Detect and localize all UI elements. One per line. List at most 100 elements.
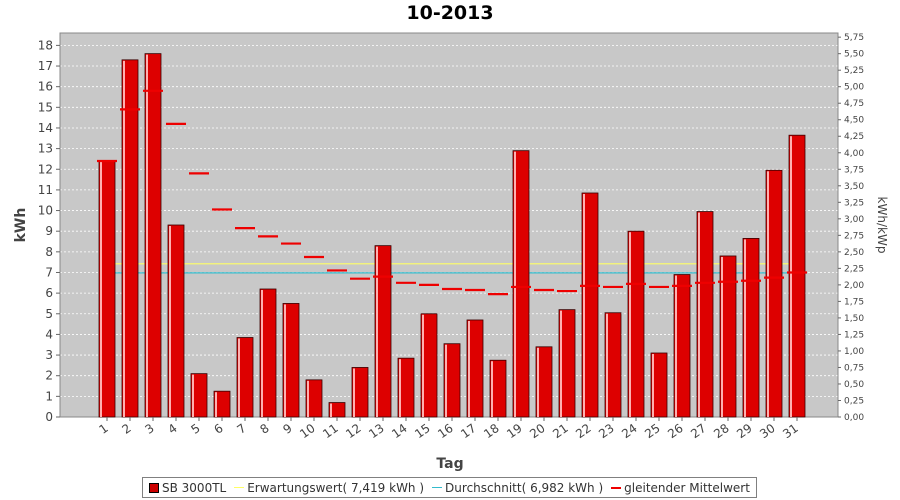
y2-tick-label: 2,25 — [844, 264, 864, 274]
x-tick-label: 26 — [665, 421, 686, 441]
y2-tick-label: 1,00 — [844, 347, 864, 357]
y2-tick-label: 2,00 — [844, 281, 864, 291]
y-tick-label: 7 — [45, 265, 53, 279]
x-tick-label: 10 — [297, 421, 318, 441]
y-axis-title: kWh — [13, 208, 29, 243]
y-tick-label: 1 — [45, 389, 53, 403]
x-tick-label: 8 — [257, 421, 271, 437]
x-tick-label: 24 — [619, 421, 640, 441]
x-tick-label: 19 — [504, 421, 525, 441]
x-tick-label: 16 — [435, 421, 456, 441]
y-tick-label: 9 — [45, 224, 53, 238]
bar-highlight — [169, 226, 171, 417]
y2-tick-label: 0,75 — [844, 363, 864, 373]
y-tick-label: 11 — [38, 183, 53, 197]
legend-label: SB 3000TL — [162, 480, 227, 495]
y2-tick-label: 5,25 — [844, 66, 864, 76]
x-tick-label: 14 — [389, 421, 410, 441]
x-tick-label: 2 — [119, 421, 133, 437]
y2-tick-label: 4,50 — [844, 116, 864, 126]
bar-highlight — [353, 368, 355, 417]
x-tick-label: 11 — [320, 421, 341, 441]
bar-highlight — [698, 212, 700, 417]
bar-highlight — [215, 392, 217, 417]
bar-highlight — [146, 54, 148, 417]
y-tick-label: 15 — [38, 100, 53, 114]
bar-highlight — [606, 313, 608, 417]
legend-item: SB 3000TL — [149, 481, 226, 495]
legend-label: Durchschnitt( 6,982 kWh ) — [445, 480, 604, 495]
chart-title: 10-2013 — [406, 2, 494, 24]
y-tick-label: 14 — [38, 121, 53, 135]
bar-highlight — [629, 232, 631, 417]
y2-tick-label: 5,75 — [844, 33, 864, 43]
bar-highlight — [261, 290, 263, 417]
x-tick-label: 27 — [688, 421, 709, 441]
bar-highlight — [330, 403, 332, 417]
y-tick-label: 8 — [45, 245, 53, 259]
x-tick-label: 18 — [481, 421, 502, 441]
y2-axis-title: kWh/kWp — [875, 197, 889, 254]
legend-swatch-line — [432, 487, 443, 488]
y2-tick-label: 2,50 — [844, 248, 864, 258]
x-tick-label: 13 — [366, 421, 387, 441]
y-tick-label: 12 — [38, 162, 53, 176]
y2-tick-label: 3,25 — [844, 198, 864, 208]
x-tick-label: 21 — [550, 421, 571, 441]
y-tick-label: 3 — [45, 348, 53, 362]
y-tick-label: 5 — [45, 307, 53, 321]
y2-tick-label: 1,50 — [844, 314, 864, 324]
legend-item: gleitender Mittelwert — [611, 481, 750, 495]
y2-tick-label: 3,00 — [844, 215, 864, 225]
bar-highlight — [307, 380, 309, 417]
y2-tick-label: 3,50 — [844, 182, 864, 192]
y2-tick-label: 5,00 — [844, 83, 864, 93]
legend-swatch-line — [234, 487, 245, 488]
x-tick-label: 22 — [573, 421, 594, 441]
bar-highlight — [652, 354, 654, 417]
y2-tick-label: 0,50 — [844, 380, 864, 390]
y2-tick-label: 4,25 — [844, 132, 864, 142]
x-tick-label: 3 — [142, 421, 156, 437]
bar-highlight — [721, 256, 723, 417]
y-tick-label: 0 — [45, 410, 53, 424]
x-tick-label: 25 — [642, 421, 663, 441]
bar-highlight — [514, 151, 516, 417]
x-tick-label: 5 — [188, 421, 202, 437]
bar-highlight — [468, 320, 470, 417]
y-tick-label: 6 — [45, 286, 53, 300]
bar-highlight — [767, 171, 769, 417]
x-tick-label: 17 — [458, 421, 479, 441]
legend-swatch-box — [149, 482, 159, 493]
bar-highlight — [583, 194, 585, 417]
y-tick-label: 10 — [38, 204, 53, 218]
y-tick-label: 4 — [45, 327, 53, 341]
bar-highlight — [675, 275, 677, 417]
y2-tick-label: 5,50 — [844, 50, 864, 60]
x-tick-label: 20 — [527, 421, 548, 441]
bar-highlight — [445, 344, 447, 417]
x-tick-label: 7 — [234, 421, 248, 437]
y2-tick-label: 3,75 — [844, 165, 864, 175]
y-tick-label: 18 — [38, 38, 53, 52]
legend: SB 3000TL Erwartungswert( 7,419 kWh ) Durc… — [142, 477, 757, 498]
bar-highlight — [123, 60, 125, 417]
bar-highlight — [744, 239, 746, 417]
x-tick-label: 15 — [412, 421, 433, 441]
y-tick-label: 16 — [38, 80, 53, 94]
x-tick-label: 28 — [711, 421, 732, 441]
y2-tick-label: 0,00 — [844, 413, 864, 423]
x-tick-label: 31 — [780, 421, 801, 441]
x-tick-label: 9 — [280, 421, 294, 437]
bar-highlight — [491, 361, 493, 417]
x-tick-label: 6 — [211, 421, 225, 437]
legend-label: Erwartungswert( 7,419 kWh ) — [247, 480, 425, 495]
y2-tick-label: 1,25 — [844, 330, 864, 340]
y-tick-label: 13 — [38, 142, 53, 156]
legend-swatch-line — [611, 486, 622, 489]
legend-item: Erwartungswert( 7,419 kWh ) — [234, 481, 424, 495]
bar-highlight — [790, 136, 792, 417]
x-tick-label: 30 — [757, 421, 778, 441]
